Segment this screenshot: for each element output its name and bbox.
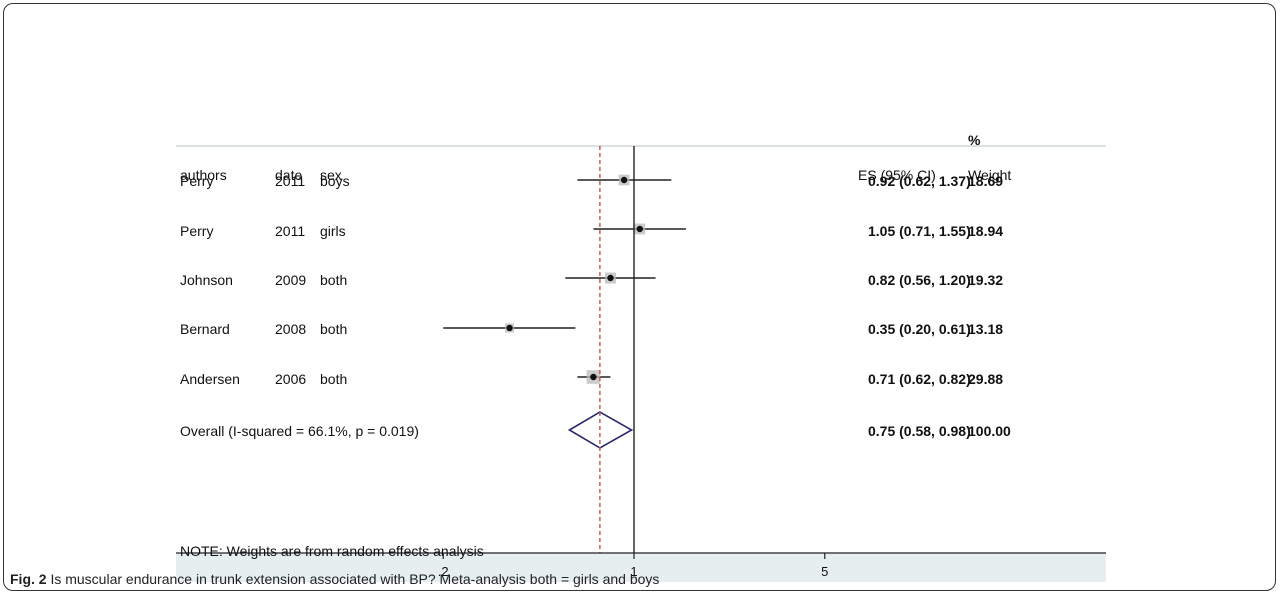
study-sex: boys [320, 173, 350, 189]
header-authors: authors [180, 167, 227, 183]
study-weight: 13.18 [968, 321, 1003, 337]
study-authors: Perry [180, 223, 213, 239]
overall-label: Overall (I-squared = 66.1%, p = 0.019) [180, 423, 419, 439]
study-authors: Perry [180, 173, 213, 189]
study-date: 2009 [275, 272, 306, 288]
study-es-label: 0.82 (0.56, 1.20) [868, 272, 971, 288]
overall-diamond [567, 411, 634, 449]
study-date: 2011 [275, 223, 305, 239]
x-tick-label: 1 [630, 564, 637, 579]
header-date: date [275, 167, 302, 183]
header-weight-percent: % [968, 132, 981, 148]
caption-text: Is muscular endurance in trunk extension… [50, 571, 660, 587]
axis-band [176, 553, 1106, 582]
study-sex: girls [320, 223, 346, 239]
study-weight: 29.88 [968, 371, 1003, 387]
header-sex: sex [320, 167, 342, 183]
study-date: 2008 [275, 321, 306, 337]
study-authors: Johnson [180, 272, 233, 288]
x-tick-label: .2 [438, 564, 449, 579]
header-es: ES (95% CI) [858, 167, 936, 183]
study-date: 2011 [275, 173, 305, 189]
study-weight: 18.94 [968, 223, 1003, 239]
study-es-label: 0.35 (0.20, 0.61) [868, 321, 971, 337]
study-es-label: 1.05 (0.71, 1.55) [868, 223, 971, 239]
study-point [506, 324, 513, 332]
study-weight: 19.32 [968, 272, 1003, 288]
study-sex: both [320, 371, 347, 387]
study-point [620, 176, 628, 184]
study-point [636, 225, 643, 233]
note-text: NOTE: Weights are from random effects an… [180, 543, 484, 559]
study-sex: both [320, 321, 347, 337]
overall-es-label: 0.75 (0.58, 0.98) [868, 423, 971, 439]
study-sex: both [320, 272, 347, 288]
study-es-label: 0.92 (0.62, 1.37) [868, 173, 971, 189]
study-authors: Andersen [180, 371, 240, 387]
overall-weight: 100.00 [968, 423, 1011, 439]
caption-label: Fig. 2 [10, 571, 47, 587]
figure-frame [3, 3, 1276, 591]
header-weight: Weight [968, 167, 1011, 183]
study-es-label: 0.71 (0.62, 0.82) [868, 371, 971, 387]
study-point [590, 373, 597, 381]
study-authors: Bernard [180, 321, 230, 337]
study-weight: 18.69 [968, 173, 1003, 189]
x-tick-label: 5 [821, 564, 828, 579]
study-point [607, 274, 614, 282]
figure-caption: Fig. 2 Is muscular endurance in trunk ex… [10, 571, 659, 587]
study-date: 2006 [275, 371, 306, 387]
